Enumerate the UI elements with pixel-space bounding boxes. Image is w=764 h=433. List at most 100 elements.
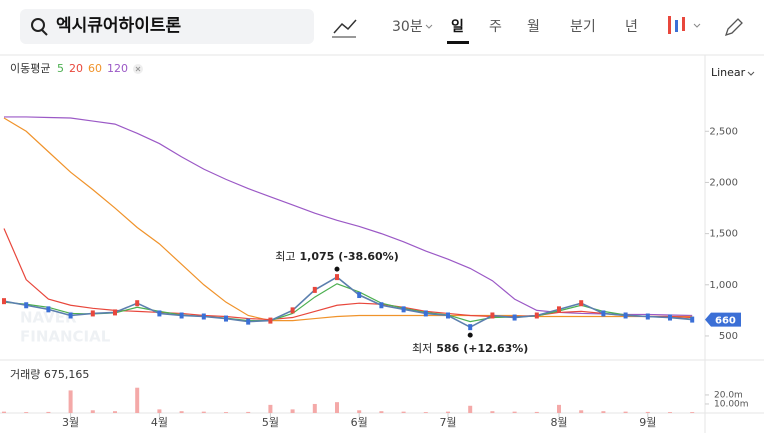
price-point xyxy=(357,292,362,299)
volume-bar xyxy=(668,412,672,413)
volume-bar xyxy=(601,411,606,413)
volume-bar xyxy=(335,402,339,413)
y-tick-label: 1,000 xyxy=(709,280,738,291)
y-tick-label: 20.0m xyxy=(714,390,743,400)
annotation-dot xyxy=(467,332,473,338)
price-point xyxy=(68,312,73,319)
volume-bar xyxy=(557,404,561,413)
search-query: 엑시큐어하이트론 xyxy=(56,16,181,36)
x-tick-label: 8월 xyxy=(550,416,567,429)
volume-bar xyxy=(357,410,362,413)
volume-bar xyxy=(446,411,450,413)
volume-bar xyxy=(268,404,273,413)
volume-bar xyxy=(201,411,206,413)
candle-icon[interactable] xyxy=(668,16,671,34)
y-tick-label: 10.00m xyxy=(714,399,749,409)
price-point xyxy=(90,310,95,317)
volume-bar xyxy=(46,411,51,413)
volume-bar xyxy=(468,405,473,413)
price-point xyxy=(512,314,517,321)
price-point xyxy=(379,302,384,309)
price-point xyxy=(201,313,206,320)
price-point xyxy=(268,317,273,324)
annotation-change: (-38.60%) xyxy=(338,250,398,263)
price-point xyxy=(157,310,162,317)
candle-icon xyxy=(682,17,685,31)
volume-bar xyxy=(423,412,428,413)
period-tab[interactable]: 일 xyxy=(451,19,464,35)
x-tick-label: 4월 xyxy=(151,416,168,429)
period-tab[interactable]: 30분 xyxy=(392,19,423,35)
ma-legend-entry: 120 xyxy=(107,62,128,75)
volume-bar xyxy=(490,411,495,413)
ma-legend-entry: 5 xyxy=(57,62,64,75)
price-point xyxy=(579,300,584,307)
price-point xyxy=(557,306,561,313)
search-icon xyxy=(31,18,45,32)
dropdown-caret xyxy=(693,23,701,28)
y-tick-label: 2,500 xyxy=(709,126,738,137)
price-point xyxy=(668,314,672,321)
volume-bar xyxy=(179,411,184,413)
volume-bar xyxy=(290,409,295,413)
close-button xyxy=(135,66,141,72)
period-tab[interactable]: 월 xyxy=(527,19,540,35)
chart-type-icon[interactable] xyxy=(333,19,357,34)
volume-bar xyxy=(401,411,406,413)
line-series xyxy=(4,116,693,317)
price-point xyxy=(534,312,539,319)
x-tick-label: 5월 xyxy=(262,416,279,429)
annotation-dot xyxy=(334,266,340,272)
ma-legend-entry: 60 xyxy=(88,62,102,75)
ma-legend: 5 20 60 120 xyxy=(57,62,143,75)
annotation-change: (+12.63%) xyxy=(463,342,528,355)
volume-bar xyxy=(246,411,251,413)
price-point xyxy=(246,318,251,325)
annotation: 최저 586 (+12.63%) xyxy=(412,342,528,355)
volume-bar xyxy=(534,411,539,413)
price-point xyxy=(601,310,606,317)
volume-bar xyxy=(68,390,73,413)
dropdown-caret xyxy=(747,71,755,76)
volume-bar xyxy=(24,412,29,413)
volume-bar xyxy=(579,410,584,413)
volume-bar xyxy=(113,411,117,413)
price-point xyxy=(645,313,650,320)
search-box[interactable] xyxy=(20,9,314,44)
price-point xyxy=(490,312,495,319)
period-tab[interactable]: 년 xyxy=(625,19,638,35)
scale-label[interactable]: Linear xyxy=(711,66,746,79)
price-point xyxy=(135,300,140,307)
period-tab[interactable]: 주 xyxy=(489,19,502,35)
active-underline xyxy=(447,41,469,44)
line-series xyxy=(3,117,693,322)
x-tick-label: 3월 xyxy=(62,416,79,429)
price-point xyxy=(24,302,29,309)
volume-bar xyxy=(90,410,95,413)
price-point xyxy=(423,310,428,317)
price-point xyxy=(2,298,6,305)
draw-icon[interactable] xyxy=(724,18,743,37)
annotation-text: 최고 xyxy=(275,250,295,263)
price-point xyxy=(335,274,339,281)
price-point xyxy=(290,307,295,314)
price-point xyxy=(690,316,695,323)
volume-bar xyxy=(690,412,695,413)
volume-title: 거래량 675,165 xyxy=(10,368,89,381)
period-tab[interactable]: 분기 xyxy=(570,19,596,35)
y-tick-label: 2,000 xyxy=(709,177,738,188)
price-point xyxy=(401,306,406,313)
price-point xyxy=(312,286,317,293)
y-tick-label: 500 xyxy=(719,331,738,342)
price-point xyxy=(113,309,117,316)
price-point xyxy=(468,324,473,331)
watermark: FINANCIAL xyxy=(20,328,111,346)
volume-bar xyxy=(379,411,384,413)
ma-legend-entry: 20 xyxy=(69,62,83,75)
annotation: 최고 1,075 (-38.60%) xyxy=(275,250,398,263)
x-tick-label: 9월 xyxy=(639,416,656,429)
price-point xyxy=(224,315,228,322)
price-badge-label: 660 xyxy=(715,316,736,327)
volume-bar xyxy=(645,411,650,413)
